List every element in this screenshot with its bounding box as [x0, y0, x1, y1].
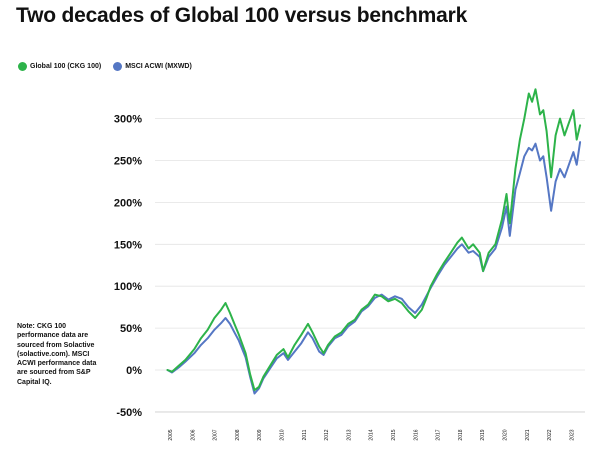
x-tick-label-14: 2019	[480, 429, 486, 440]
y-tick-label-5: 200%	[114, 197, 142, 209]
x-tick-label-3: 2008	[235, 429, 241, 440]
x-tick-label-8: 2013	[346, 429, 352, 440]
x-tick-label-15: 2020	[503, 429, 509, 440]
x-tick-label-6: 2011	[302, 429, 308, 440]
series-line-global-100	[166, 88, 582, 392]
y-tick-label-7: 300%	[114, 114, 142, 126]
x-tick-label-9: 2014	[369, 429, 375, 440]
x-tick-label-10: 2015	[391, 429, 397, 440]
legend-item-msci-acwi: MSCI ACWI (MXWD)	[113, 62, 192, 71]
x-tick-label-5: 2010	[280, 429, 286, 440]
x-tick-label-13: 2018	[458, 429, 464, 440]
x-tick-label-11: 2016	[413, 429, 419, 440]
x-tick-label-7: 2012	[324, 429, 330, 440]
y-tick-label-4: 150%	[114, 239, 142, 251]
legend: Global 100 (CKG 100) MSCI ACWI (MXWD)	[18, 62, 204, 71]
x-tick-label-16: 2021	[525, 429, 531, 440]
legend-label-msci-acwi: MSCI ACWI (MXWD)	[125, 63, 192, 70]
source-note: Note: CKG 100 performance data are sourc…	[17, 323, 97, 386]
x-tick-label-18: 2023	[569, 429, 575, 440]
y-tick-label-3: 100%	[114, 281, 142, 293]
chart-title: Two decades of Global 100 versus benchma…	[16, 4, 468, 27]
x-tick-label-17: 2022	[547, 429, 553, 440]
series-line-msci-acwi	[166, 141, 582, 395]
x-tick-label-0: 2005	[168, 429, 174, 440]
legend-item-global-100: Global 100 (CKG 100)	[18, 62, 101, 71]
y-tick-label-1: 0%	[126, 365, 142, 377]
y-tick-label-2: 50%	[120, 323, 142, 335]
x-tick-label-4: 2009	[257, 429, 263, 440]
x-tick-label-2: 2007	[213, 429, 219, 440]
legend-label-global-100: Global 100 (CKG 100)	[30, 63, 102, 70]
y-tick-label-0: -50%	[116, 407, 142, 419]
y-tick-label-6: 250%	[114, 156, 142, 168]
x-tick-label-12: 2017	[436, 429, 442, 440]
x-tick-label-1: 2006	[190, 429, 196, 440]
legend-swatch-msci-acwi	[113, 62, 123, 71]
legend-swatch-global-100	[18, 62, 27, 71]
